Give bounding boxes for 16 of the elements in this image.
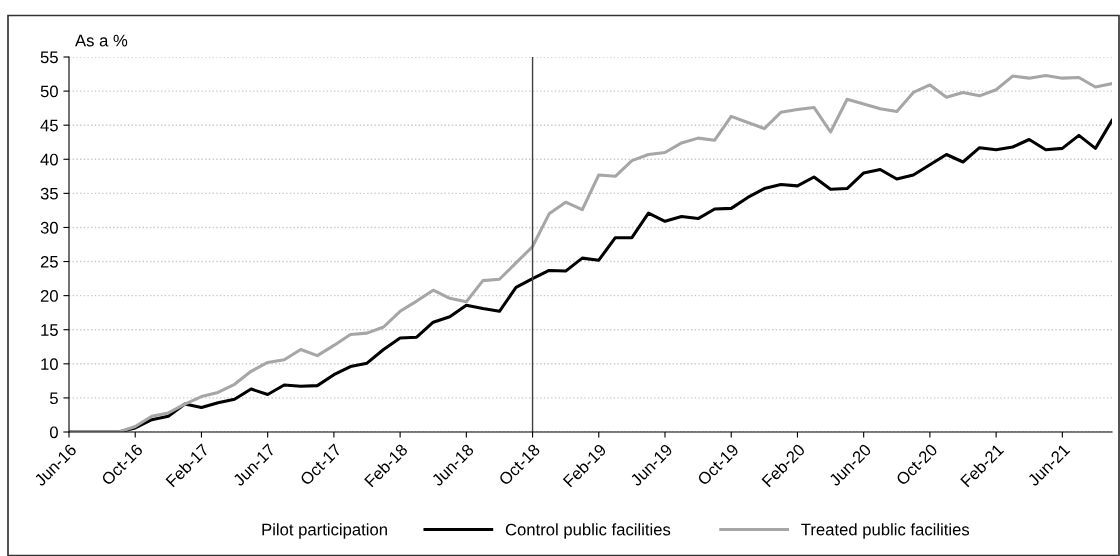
y-tick-label: 35	[40, 187, 58, 200]
y-tick-label: 30	[40, 221, 58, 234]
y-axis-title: As a %	[75, 34, 128, 47]
y-tick-label: 20	[40, 290, 58, 302]
y-tick-label: 25	[40, 255, 58, 268]
y-tick-label: 10	[41, 358, 58, 371]
y-tick-label: 0	[49, 426, 58, 439]
legend-label: Control public facilities	[505, 523, 671, 539]
y-tick-label: 15	[41, 324, 58, 336]
legend-title: Pilot participation	[262, 523, 387, 539]
y-tick-label: 40	[40, 153, 58, 166]
legend-label: Treated public facilities	[801, 523, 970, 539]
y-tick-label: 5	[49, 392, 58, 405]
y-tick-label: 50	[40, 85, 58, 98]
y-tick-label: 55	[40, 51, 58, 64]
y-tick-label: 45	[40, 119, 58, 132]
